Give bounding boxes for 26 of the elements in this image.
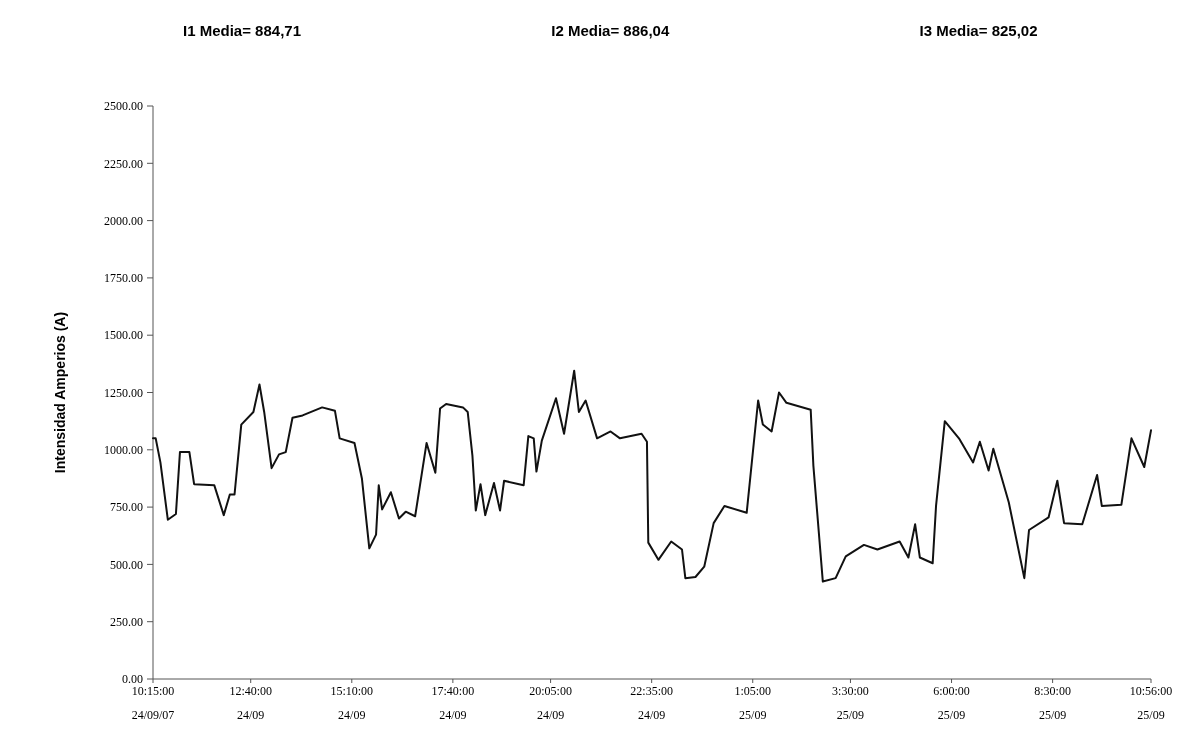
x-tick-label: 6:00:00 25/09	[933, 684, 970, 722]
text: I1 Media= 884,71	[183, 22, 301, 39]
x-tick-label: 3:30:00 25/09	[832, 684, 869, 722]
y-tick-label: 750.00	[110, 500, 143, 515]
x-tick-label: 8:30:00 25/09	[1034, 684, 1071, 722]
y-tick-label: 1250.00	[104, 385, 143, 400]
x-tick-label: 12:40:00 24/09	[229, 684, 273, 722]
y-tick-label: 500.00	[110, 557, 143, 572]
y-tick-label: 2500.00	[104, 99, 143, 114]
y-tick-label: 1500.00	[104, 328, 143, 343]
y-tick-label: 2250.00	[104, 156, 143, 171]
text: I3 Media= 825,02	[919, 22, 1038, 39]
y-tick-label: 250.00	[110, 614, 143, 629]
text: I2 Media= 886,04	[551, 22, 670, 39]
x-tick-label: 10:56:00 25/09	[1129, 684, 1173, 722]
x-tick-label: 22:35:00 24/09	[630, 684, 673, 722]
x-tick-label: 20:05:00 24/09	[529, 684, 572, 722]
y-axis-title: Intensidad Amperios (A)	[52, 311, 68, 474]
y-tick-label: 0.00	[122, 672, 143, 687]
x-tick-label: 10:15:00 24/09/07	[131, 684, 175, 722]
y-tick-label: 2000.00	[104, 213, 143, 228]
x-tick-label: 15:10:00 24/09	[330, 684, 374, 722]
y-tick-label: 1000.00	[104, 443, 143, 457]
x-tick-label: 1:05:00 25/09	[734, 684, 772, 722]
y-tick-label: 1750.00	[104, 271, 143, 286]
x-tick-label: 17:40:00 24/09	[431, 684, 475, 722]
